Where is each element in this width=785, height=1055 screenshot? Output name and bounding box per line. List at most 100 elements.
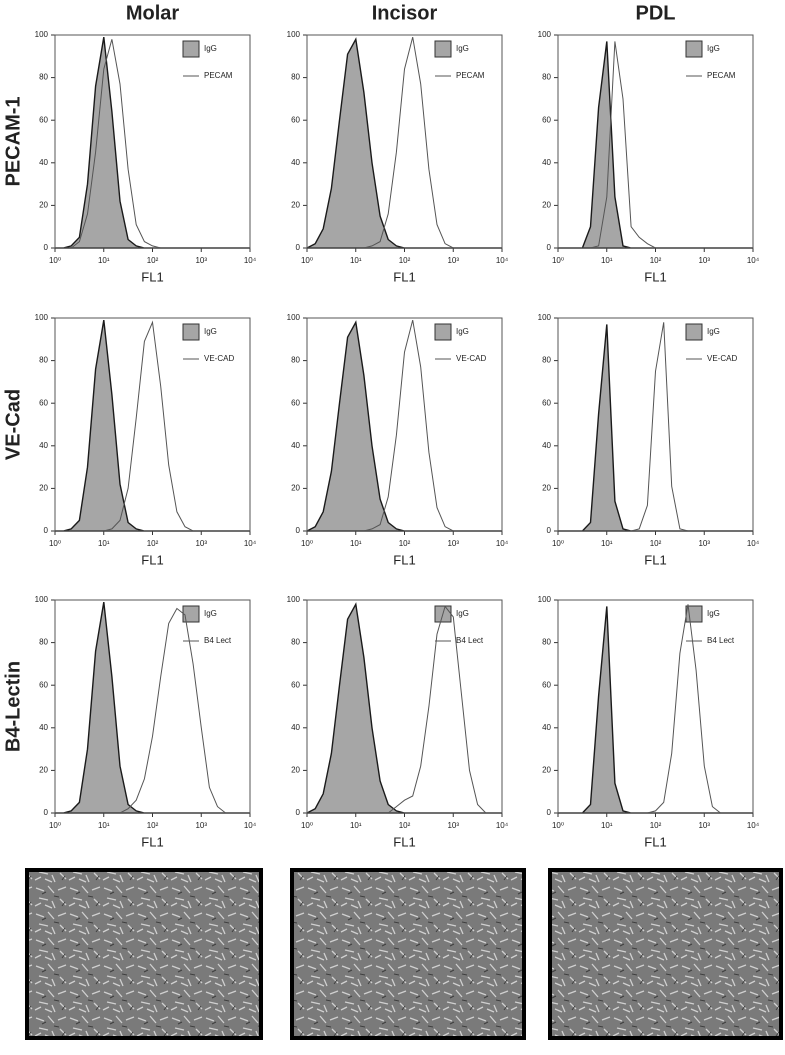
legend-label: PECAM	[204, 71, 233, 80]
y-tick-label: 100	[35, 30, 49, 39]
micrograph	[25, 868, 263, 1040]
y-tick-label: 100	[287, 595, 301, 604]
legend-swatch	[182, 323, 200, 341]
legend-label: IgG	[456, 609, 469, 618]
x-tick-label: 10⁰	[301, 539, 313, 548]
plot-frame	[306, 599, 503, 814]
y-tick-label: 40	[291, 158, 300, 167]
x-tick-label: 10³	[447, 539, 459, 548]
x-tick-label: 10³	[447, 821, 459, 830]
y-tick-label: 80	[542, 638, 551, 647]
y-tick-label: 100	[35, 595, 49, 604]
y-tick-label: 100	[287, 313, 301, 322]
legend-label: B4 Lect	[204, 636, 232, 645]
y-tick-label: 0	[547, 808, 552, 817]
y-tick-label: 60	[291, 398, 300, 407]
y-tick-label: 0	[44, 526, 49, 535]
x-tick-label: 10³	[195, 539, 207, 548]
y-tick-label: 0	[547, 526, 552, 535]
x-tick-label: 10⁴	[747, 539, 760, 548]
area	[55, 36, 250, 249]
x-tick-label: 10⁴	[747, 256, 760, 265]
column-title: Incisor	[372, 2, 438, 24]
x-tick-label: 10³	[447, 256, 459, 265]
column-title: PDL	[636, 2, 676, 24]
legend-label: VE-CAD	[204, 354, 234, 363]
legend-swatch	[434, 323, 452, 341]
legend-label: IgG	[707, 327, 720, 336]
x-axis-label: FL1	[393, 552, 415, 567]
y-tick-label: 80	[542, 356, 551, 365]
legend-swatch	[685, 323, 703, 341]
x-tick-label: 10⁴	[244, 256, 257, 265]
x-tick-label: 10¹	[601, 256, 613, 265]
x-axis-label: FL1	[393, 269, 415, 284]
x-tick-label: 10⁰	[301, 256, 313, 265]
y-tick-label: 40	[542, 723, 551, 732]
x-tick-label: 10³	[698, 821, 710, 830]
x-tick-label: 10²	[650, 821, 662, 830]
y-tick-label: 20	[39, 201, 48, 210]
y-tick-label: 20	[39, 766, 48, 775]
legend-label: IgG	[707, 609, 720, 618]
y-tick-label: 0	[296, 526, 301, 535]
x-axis-label: FL1	[644, 552, 666, 567]
y-tick-label: 40	[39, 441, 48, 450]
legend-label: IgG	[204, 609, 217, 618]
x-tick-label: 10²	[147, 256, 159, 265]
area	[55, 319, 250, 532]
x-tick-label: 10²	[147, 539, 159, 548]
plot-frame	[54, 599, 251, 814]
y-tick-label: 80	[39, 638, 48, 647]
y-tick-label: 80	[291, 356, 300, 365]
x-tick-label: 10³	[195, 256, 207, 265]
x-tick-label: 10⁰	[552, 821, 564, 830]
micrograph	[548, 868, 783, 1040]
x-tick-label: 10⁴	[496, 256, 509, 265]
row-label: B4-Lectin	[2, 661, 24, 752]
x-tick-label: 10⁴	[496, 539, 509, 548]
y-tick-label: 60	[542, 115, 551, 124]
legend-label: IgG	[707, 44, 720, 53]
y-tick-label: 0	[296, 808, 301, 817]
x-tick-label: 10²	[399, 539, 411, 548]
x-axis-label: FL1	[393, 834, 415, 849]
row-label: PECAM-1	[2, 96, 24, 186]
x-axis-label: FL1	[141, 552, 163, 567]
y-tick-label: 80	[542, 73, 551, 82]
legend-label: PECAM	[707, 71, 736, 80]
y-tick-label: 40	[542, 158, 551, 167]
x-tick-label: 10¹	[601, 539, 613, 548]
x-tick-label: 10⁰	[301, 821, 313, 830]
x-axis-label: FL1	[141, 269, 163, 284]
legend-label: IgG	[456, 327, 469, 336]
x-tick-label: 10⁰	[49, 256, 61, 265]
x-axis-label: FL1	[644, 269, 666, 284]
plot-frame	[54, 317, 251, 532]
legend-label: B4 Lect	[456, 636, 484, 645]
y-tick-label: 60	[39, 115, 48, 124]
y-tick-label: 100	[538, 595, 552, 604]
y-tick-label: 80	[39, 356, 48, 365]
y-tick-label: 40	[291, 723, 300, 732]
y-tick-label: 80	[291, 73, 300, 82]
x-tick-label: 10²	[650, 256, 662, 265]
legend-label: IgG	[204, 327, 217, 336]
y-tick-label: 20	[542, 766, 551, 775]
y-tick-label: 60	[39, 680, 48, 689]
area	[55, 601, 250, 814]
y-tick-label: 80	[291, 638, 300, 647]
x-tick-label: 10⁴	[496, 821, 509, 830]
x-tick-label: 10²	[147, 821, 159, 830]
y-tick-label: 100	[287, 30, 301, 39]
legend-label: PECAM	[456, 71, 485, 80]
x-tick-label: 10⁰	[49, 539, 61, 548]
y-tick-label: 0	[547, 243, 552, 252]
x-axis-label: FL1	[644, 834, 666, 849]
x-tick-label: 10⁴	[244, 821, 257, 830]
x-axis-label: FL1	[141, 834, 163, 849]
y-tick-label: 0	[44, 243, 49, 252]
row-label: VE-Cad	[2, 389, 24, 460]
y-tick-label: 0	[296, 243, 301, 252]
